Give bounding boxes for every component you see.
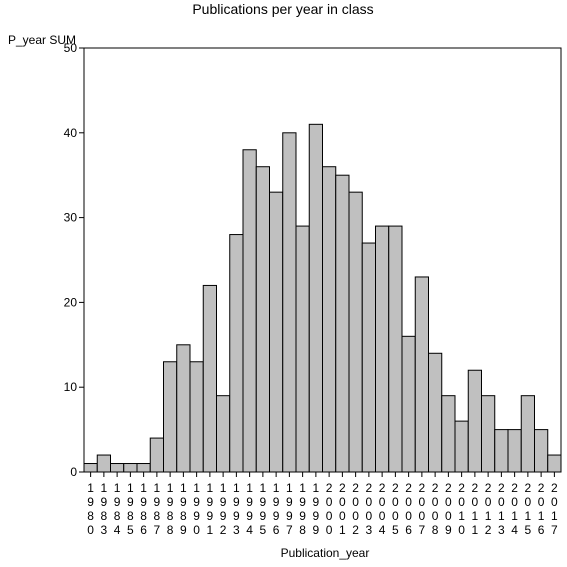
- y-tick-label: 20: [64, 295, 78, 309]
- bar-1993: [229, 234, 244, 473]
- bar-2014: [507, 429, 522, 473]
- y-axis: 0 10 20 30 40 50: [64, 41, 84, 479]
- bar-1998: [295, 225, 310, 473]
- bar-1991: [202, 284, 217, 473]
- bar-1988: [163, 361, 178, 473]
- bar-2006: [401, 335, 416, 473]
- bar-1983: [96, 454, 111, 473]
- bar-2004: [375, 225, 390, 473]
- bar-1996: [269, 191, 284, 473]
- bar-1989: [176, 344, 191, 473]
- y-tick-label: 0: [70, 465, 77, 479]
- bar-2009: [441, 395, 456, 473]
- bar-2000: [322, 166, 337, 473]
- bar-2007: [414, 276, 429, 473]
- bar-2002: [348, 191, 363, 473]
- y-axis-label: P_year SUM: [8, 33, 76, 47]
- bar-1997: [282, 132, 297, 473]
- x-axis: 1 9 8 0 1 9 8 3 1 9 8 4 1 9 8 5 1 9 8 6 1 9 8 7 1 9 8 8 1 9 8 9 1 9 9 0 1 9 9 1…: [87, 472, 558, 537]
- bar-2003: [361, 242, 376, 473]
- y-tick-label: 30: [64, 211, 78, 225]
- bar-2011: [467, 369, 482, 473]
- bar-1980: [83, 463, 98, 473]
- bar-2010: [454, 420, 469, 473]
- y-tick-label: 10: [64, 380, 78, 394]
- bar-1990: [189, 361, 204, 473]
- x-axis-label: Publication_year: [281, 546, 370, 560]
- bar-2008: [428, 352, 443, 473]
- bar-2005: [388, 225, 403, 473]
- bar-2017: [547, 454, 562, 473]
- bar-1999: [308, 123, 323, 473]
- bar-2016: [534, 429, 549, 473]
- bar-1994: [242, 149, 257, 473]
- bar-2012: [481, 395, 496, 473]
- bar-1986: [136, 463, 151, 473]
- chart-title: Publications per year in class: [192, 1, 373, 17]
- bar-1984: [110, 463, 125, 473]
- bar-2015: [520, 395, 535, 473]
- bar-1992: [216, 395, 231, 473]
- bar-1987: [149, 437, 164, 473]
- bars: [83, 123, 562, 473]
- y-tick-label: 40: [64, 126, 78, 140]
- bar-1995: [255, 166, 270, 473]
- bar-1985: [123, 463, 138, 473]
- y-tick-label: 50: [64, 41, 78, 55]
- bar-2001: [335, 174, 350, 473]
- bar-2013: [494, 429, 509, 473]
